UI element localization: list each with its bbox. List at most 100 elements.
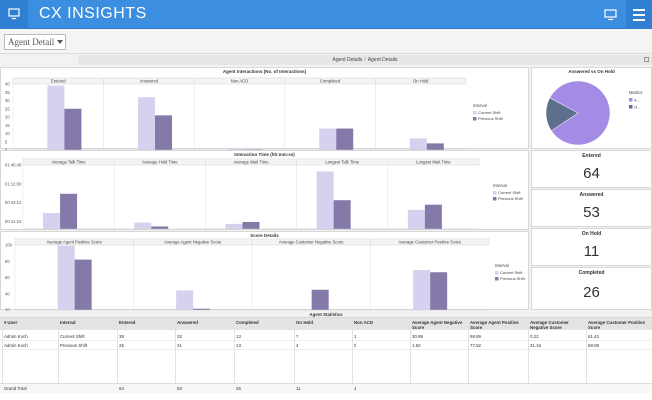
column-header[interactable]: Average Agent Negative Score [412,320,463,330]
monitor-icon [604,9,617,21]
category-label: Answered [140,78,159,83]
category-label: Longest Wait Time [416,159,451,164]
app-header: CX INSIGHTS [0,0,652,29]
y-tick-label: 35 [5,90,10,95]
pie-legend-label: O... [634,104,640,109]
column-divider [234,318,235,384]
bar [60,193,78,229]
category-label: On Hold [413,78,429,83]
column-divider [352,318,353,384]
pie-legend-swatch [629,105,633,109]
bar [430,272,448,310]
time-chart: 00:14:24 00:43:12 01:12:00 01:40:48 Average … [5,158,524,230]
bar [333,200,351,229]
bar [409,138,427,150]
table-cell: 58.09 [588,343,599,348]
time-title: Interaction Time (hh:mm:ss) [234,152,295,157]
pie-chart: Metrics A... O... [545,80,643,146]
table-cell: 21 [177,343,182,348]
y-tick-label: 00:43:12 [5,200,22,205]
pie-legend-title: Metrics [629,90,643,95]
grand-total-cell: 26 [236,386,241,391]
pie-legend-label: A... [634,97,640,102]
column-header[interactable]: Entered [119,320,136,325]
bar [47,85,65,150]
legend-swatch-current [493,191,497,195]
column-header[interactable]: ▾ User [4,320,18,325]
table-cell: 0.22 [530,334,539,339]
app-logo[interactable] [0,0,28,29]
kpi-entered: Entered 64 [531,150,652,188]
column-header[interactable]: Completed [236,320,259,325]
bar [43,213,61,229]
bar [57,245,75,310]
pie-slice [549,80,611,146]
interactions-title: Agent Interactions (No. of Interactions) [222,69,307,74]
table-row[interactable]: Admin Koch Previous Shift 25 21 13 4 0 1.62 77.5… [0,341,652,350]
breadcrumb: Agent Details / Agent Details [78,55,652,65]
table-cell: 7 [296,334,299,339]
view-select[interactable]: Agent Detail [4,34,66,50]
column-divider [58,318,59,384]
bar [319,128,337,150]
column-header[interactable]: Average Customer Negative Score [530,320,569,330]
category-label: Longest Talk Time [325,159,359,164]
bar [74,259,92,310]
table-row[interactable]: Admin Koch Current Shift 39 32 13 7 1 30.89 98.8… [0,332,652,341]
breadcrumb-parent[interactable]: Agent Details [332,57,363,63]
legend-label-previous: Previous Shift [500,276,526,281]
bar [245,149,263,150]
table-header: ▾ User Interval Entered Answered Completed On… [0,318,652,330]
grand-total-label: Grand Total [4,386,27,391]
legend-label-current: Current Shift [498,190,521,195]
bar [155,115,173,150]
kpi-answered: Answered 53 [531,189,652,227]
column-header[interactable]: Average Agent Positive Score [470,320,519,330]
table-cell: 13 [236,343,241,348]
legend-title: Interval [493,183,507,188]
bar [413,270,431,310]
column-header[interactable]: Answered [177,320,198,325]
scores-chart: 20 40 60 80 100 Average Agent Positive Score A… [5,238,526,313]
display-button[interactable] [600,0,622,29]
table-cell: 4 [296,343,299,348]
table-cell: Admin Koch [4,343,28,348]
table-title: Agent Statistics [309,312,343,317]
table-cell: 1 [354,334,357,339]
category-label: Average Customer Positive Score [398,239,461,244]
bar [407,209,425,229]
table-cell: 39 [119,334,124,339]
legend-label-current: Current Shift [478,110,501,115]
scores-panel: Score Details 20 40 60 80 100 Average Agent P… [0,231,529,313]
scores-title: Score Details [250,233,279,238]
table-cell: 32 [177,334,182,339]
grand-total-cell: 1 [354,386,357,391]
bar [426,143,444,150]
view-select-value: Agent Detail [8,37,55,47]
expand-icon[interactable] [644,57,649,62]
table-cell: 61.42 [588,334,599,339]
column-header[interactable]: Non ACD [354,320,374,325]
column-divider [410,318,411,384]
y-tick-label: 60 [5,275,10,280]
table-cell: 77.52 [470,343,481,348]
table-cell: 25 [119,343,124,348]
column-divider [2,318,3,384]
menu-button[interactable] [626,0,652,29]
y-tick-label: 25 [5,106,10,111]
kpi-label: Completed [578,270,605,276]
pie-slice [545,97,579,132]
y-tick-label: 00:14:24 [5,219,22,224]
bar [316,171,334,229]
column-header[interactable]: Interval [60,320,76,325]
category-label: Average Agent Positive Score [47,239,103,244]
column-header[interactable]: On Hold [296,320,314,325]
pie-legend-swatch [629,98,633,102]
column-divider [117,318,118,384]
bar [134,222,152,229]
column-header[interactable]: Average Customer Positive Score [588,320,645,330]
grand-total-cell: 11 [296,386,301,391]
bar [228,148,246,150]
breadcrumb-current: Agent Details [367,57,398,63]
y-tick-label: 01:40:48 [5,163,22,168]
